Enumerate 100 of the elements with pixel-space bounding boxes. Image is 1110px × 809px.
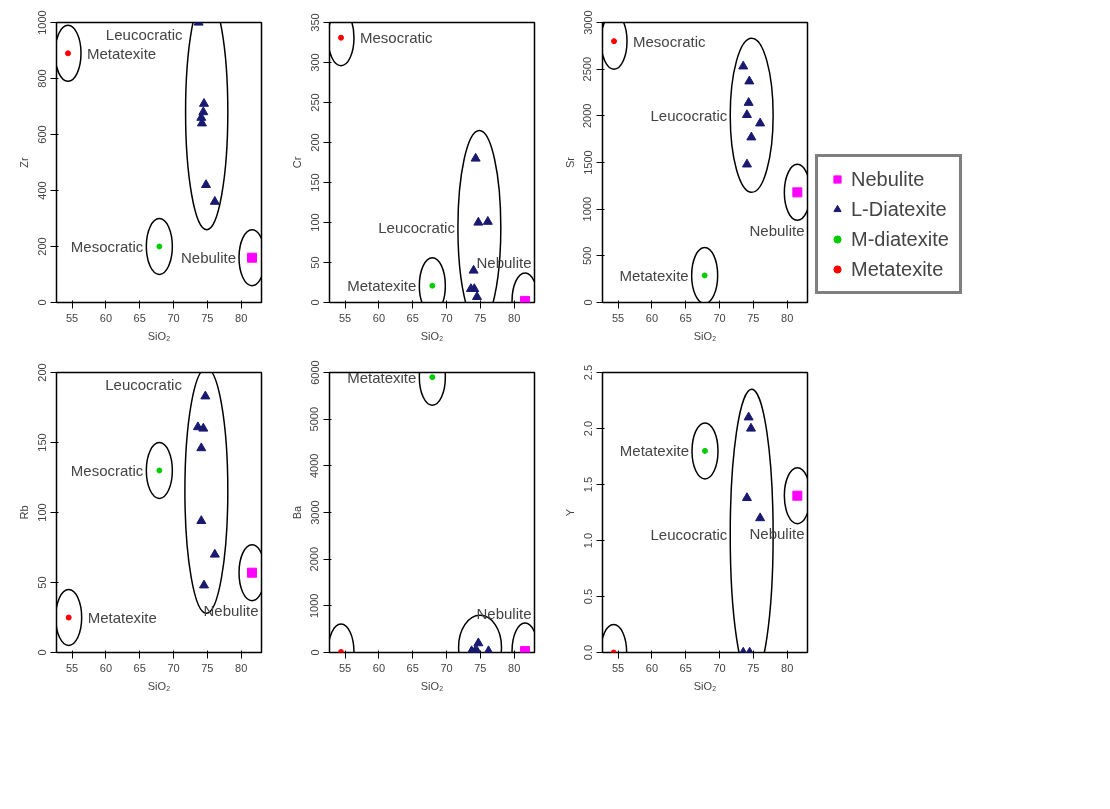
x-tick-label: 65	[679, 661, 692, 674]
y-tick-label: 200	[35, 237, 48, 256]
y-tick-label: 200	[308, 133, 321, 152]
x-tick-label: 75	[747, 661, 760, 674]
y-axis-title: Y	[563, 508, 576, 517]
y-tick-label: 0.5	[581, 588, 594, 605]
x-tick-label: 70	[713, 661, 726, 674]
point	[741, 158, 752, 168]
x-tick-label: 75	[747, 311, 760, 324]
annotation: Metatexite	[87, 609, 157, 626]
point	[429, 374, 436, 381]
y-tick-label: 150	[35, 433, 48, 452]
y-tick-label: 6000	[308, 360, 321, 385]
x-tick-label: 55	[611, 661, 625, 674]
y-tick-label: 150	[308, 173, 321, 192]
y-tick-label: 100	[35, 503, 48, 522]
x-tick-label: 80	[781, 661, 794, 674]
point	[198, 422, 209, 432]
y-tick-label: 2.5	[581, 364, 594, 381]
point	[209, 196, 220, 205]
x-tick-label: 80	[781, 311, 794, 324]
x-axis-title: SiO₂	[147, 679, 171, 692]
y-tick-label: 3000	[581, 10, 594, 35]
point	[482, 216, 493, 225]
x-tick-label: 70	[440, 661, 453, 674]
legend-label: Metatexite	[851, 257, 944, 281]
x-tick-label: 80	[235, 311, 248, 324]
y-tick-label: 1000	[308, 593, 321, 619]
annotation: Leucocratic	[105, 376, 183, 393]
y-tick-label: 500	[581, 246, 594, 266]
legend-label: L-Diatexite	[851, 197, 947, 221]
x-tick-label: 55	[611, 311, 625, 324]
y-axis-title: Ba	[290, 504, 303, 520]
annotation: Metatexite	[347, 368, 417, 386]
y-tick-label: 2000	[581, 103, 594, 129]
x-tick-label: 80	[508, 661, 521, 674]
x-tick-label: 70	[167, 661, 180, 674]
annotation: Mesocratic	[70, 462, 144, 479]
point	[744, 75, 755, 85]
y-tick-label: 1.5	[581, 476, 594, 493]
x-tick-label: 65	[679, 311, 692, 324]
annotation: Leucocratic	[105, 26, 184, 43]
y-tick-label: 0	[308, 649, 321, 656]
point	[743, 97, 754, 106]
y-tick-label: 3000	[308, 500, 321, 525]
x-tick-label: 75	[474, 311, 487, 324]
y-axis-title: Zr	[17, 156, 30, 168]
x-tick-label: 55	[65, 661, 79, 674]
y-tick-label: 1000	[35, 10, 48, 35]
point	[470, 152, 481, 162]
annotation: Nebulite	[749, 221, 805, 239]
point	[338, 34, 344, 41]
x-tick-label: 55	[338, 661, 352, 674]
point	[741, 109, 752, 118]
annotation: Leucocratic	[650, 526, 728, 544]
annotation: Mesocratic	[70, 238, 144, 255]
annotation: Mesocratic	[633, 32, 707, 50]
annotation: Metatexite	[347, 277, 417, 295]
point	[746, 422, 757, 432]
x-axis-title: SiO₂	[693, 679, 717, 692]
point	[741, 492, 752, 502]
x-tick-label: 60	[372, 311, 386, 324]
y-tick-label: 0.0	[581, 644, 594, 661]
legend-label: M-diatexite	[851, 227, 949, 251]
y-tick-label: 50	[308, 256, 321, 269]
annotation: Mesocratic	[360, 29, 434, 47]
x-tick-label: 55	[65, 311, 79, 324]
y-tick-label: 2.0	[581, 420, 594, 437]
point	[468, 264, 479, 274]
x-tick-label: 65	[133, 311, 146, 324]
annotation: Nebulite	[203, 602, 259, 620]
point	[247, 567, 258, 578]
x-tick-label: 65	[406, 661, 419, 674]
y-axis-title: Rb	[17, 505, 30, 520]
point	[198, 98, 209, 107]
point	[755, 512, 766, 522]
point	[520, 295, 531, 303]
x-axis-title: SiO₂	[420, 679, 444, 692]
y-tick-label: 4000	[308, 453, 321, 479]
point	[209, 548, 220, 558]
point	[247, 252, 258, 263]
x-tick-label: 70	[440, 311, 453, 324]
y-tick-label: 2500	[581, 56, 594, 82]
point	[429, 282, 436, 289]
y-tick-label: 0	[581, 299, 594, 306]
point	[755, 117, 766, 127]
y-tick-label: 1500	[581, 150, 594, 175]
point	[473, 216, 484, 226]
y-tick-label: 350	[308, 13, 321, 32]
point	[743, 411, 754, 421]
x-tick-label: 75	[201, 311, 214, 324]
x-axis-title: SiO₂	[693, 329, 717, 342]
y-axis-title: Cr	[290, 156, 303, 169]
y-tick-label: 0	[35, 649, 48, 656]
y-tick-label: 200	[35, 363, 48, 382]
x-tick-label: 60	[99, 661, 113, 674]
point	[471, 291, 482, 300]
annotation: Nebulite	[180, 249, 237, 267]
point	[702, 447, 708, 454]
point	[198, 579, 209, 589]
